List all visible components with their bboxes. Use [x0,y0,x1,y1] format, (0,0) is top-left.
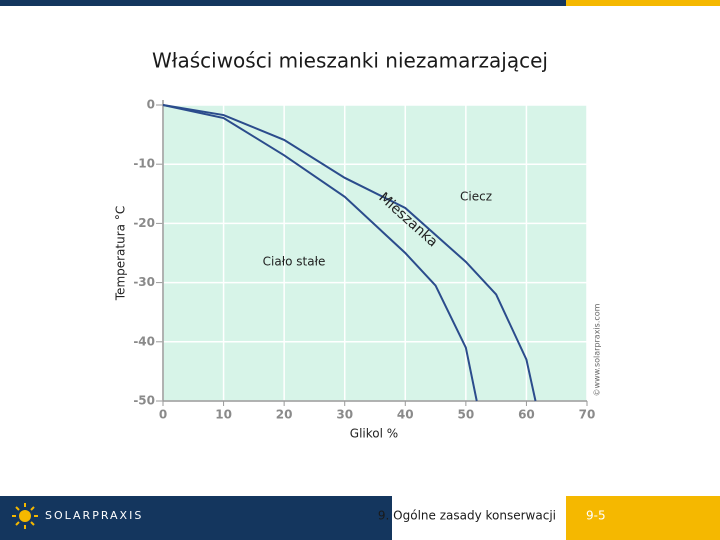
watermark: ©www.solarpraxis.com [593,303,602,396]
top-bar [0,0,566,6]
x-tick-label: 30 [336,408,353,422]
curve [162,104,537,402]
x-axis-label: Glikol % [350,427,398,441]
curve [162,104,478,402]
plot-background [163,105,587,401]
section-title: 9. Ogólne zasady konserwacji [378,509,556,523]
top-bar-accent [566,0,720,6]
y-tick-label: -40 [133,334,155,348]
x-tick-label: 40 [397,408,414,422]
y-tick-label: -50 [133,394,155,408]
y-tick-label: 0 [147,98,155,112]
x-tick-label: 70 [579,408,596,422]
chart: 0 -10 -20 -30 -40 -50 0 10 20 30 40 50 60 70 Ciecz Ciał… [114,98,602,441]
x-tick-label: 10 [215,408,232,422]
chart-title: Właściwości mieszanki niezamarzającej [152,49,548,73]
logo-icon [12,503,38,529]
footer-accent [566,496,720,540]
x-tick-label: 60 [518,408,535,422]
page-number: 9-5 [586,509,606,523]
footer-bar [0,496,392,540]
x-tick-label: 50 [458,408,475,422]
y-tick-label: -20 [133,216,155,230]
y-axis-label: Temperatura °C [114,206,128,301]
y-tick-label: -30 [133,275,155,289]
annotation: Ciało stałe [263,255,326,269]
logo-text: SOLARPRAXIS [45,509,143,522]
y-tick-label: -10 [133,157,155,171]
x-tick-label: 20 [276,408,293,422]
annotation: Ciecz [460,190,492,204]
x-tick-label: 0 [159,408,167,422]
